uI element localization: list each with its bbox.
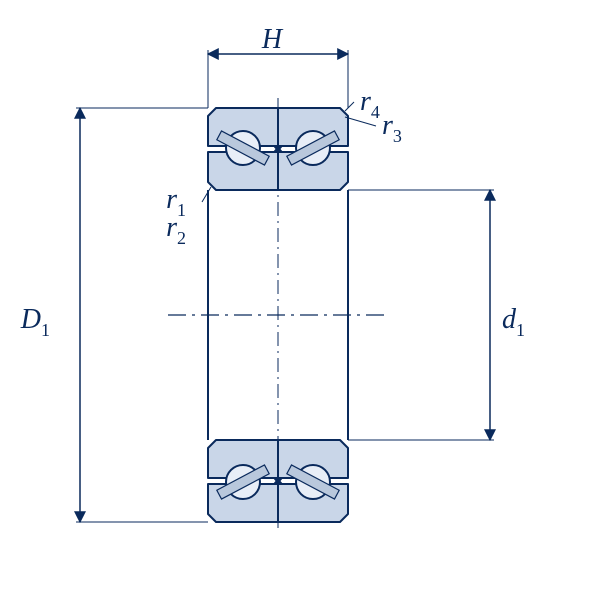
dim-label: H	[261, 24, 284, 55]
leader-r1	[202, 187, 211, 202]
dim-label: r4	[360, 86, 380, 122]
dim-label: r3	[382, 110, 402, 146]
dim-label: d1	[502, 304, 525, 340]
leader-r4	[345, 102, 354, 111]
dim-label: D1	[20, 304, 50, 340]
